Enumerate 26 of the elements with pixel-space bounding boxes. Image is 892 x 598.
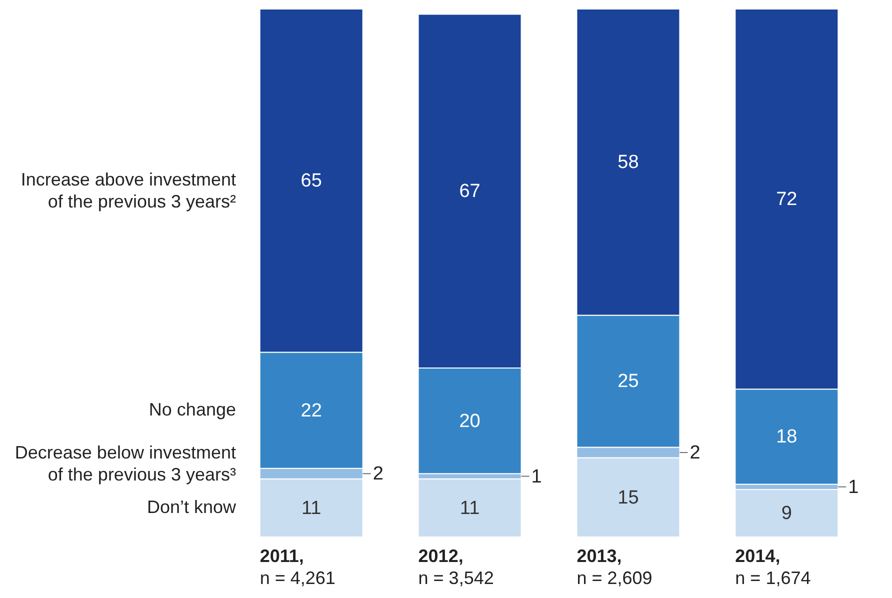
category-label: 2012, n = 3,542 bbox=[418, 546, 494, 588]
data-label: 72 bbox=[776, 189, 798, 210]
data-label: 9 bbox=[781, 503, 792, 524]
series-label: Decrease below investment of the previous 3 years³ bbox=[14, 442, 236, 485]
series-label: Don’t know bbox=[146, 496, 237, 517]
data-label: 65 bbox=[300, 170, 322, 192]
data-label: 2 bbox=[372, 464, 384, 485]
category-label: 2014, n = 1,674 bbox=[735, 546, 811, 588]
data-label: 20 bbox=[459, 410, 480, 432]
data-label: 18 bbox=[776, 426, 798, 448]
category-label: 2013, n = 2,609 bbox=[576, 546, 652, 588]
bar bbox=[418, 478, 522, 538]
bar bbox=[734, 488, 839, 538]
data-label: 25 bbox=[618, 371, 639, 392]
data-label: 67 bbox=[459, 181, 480, 202]
category-label: 2011, n = 4,261 bbox=[260, 546, 336, 588]
data-label: 15 bbox=[618, 487, 639, 508]
series-label: Increase above investment of the previous 3 years² bbox=[20, 170, 236, 212]
data-label: 22 bbox=[300, 400, 322, 422]
data-label: 1 bbox=[531, 466, 542, 488]
data-label: 2 bbox=[690, 442, 700, 464]
data-label: 11 bbox=[301, 498, 322, 519]
series-label: No change bbox=[148, 399, 236, 420]
data-label: 11 bbox=[460, 498, 480, 519]
data-label: 58 bbox=[618, 152, 639, 174]
data-label: 1 bbox=[848, 476, 859, 498]
